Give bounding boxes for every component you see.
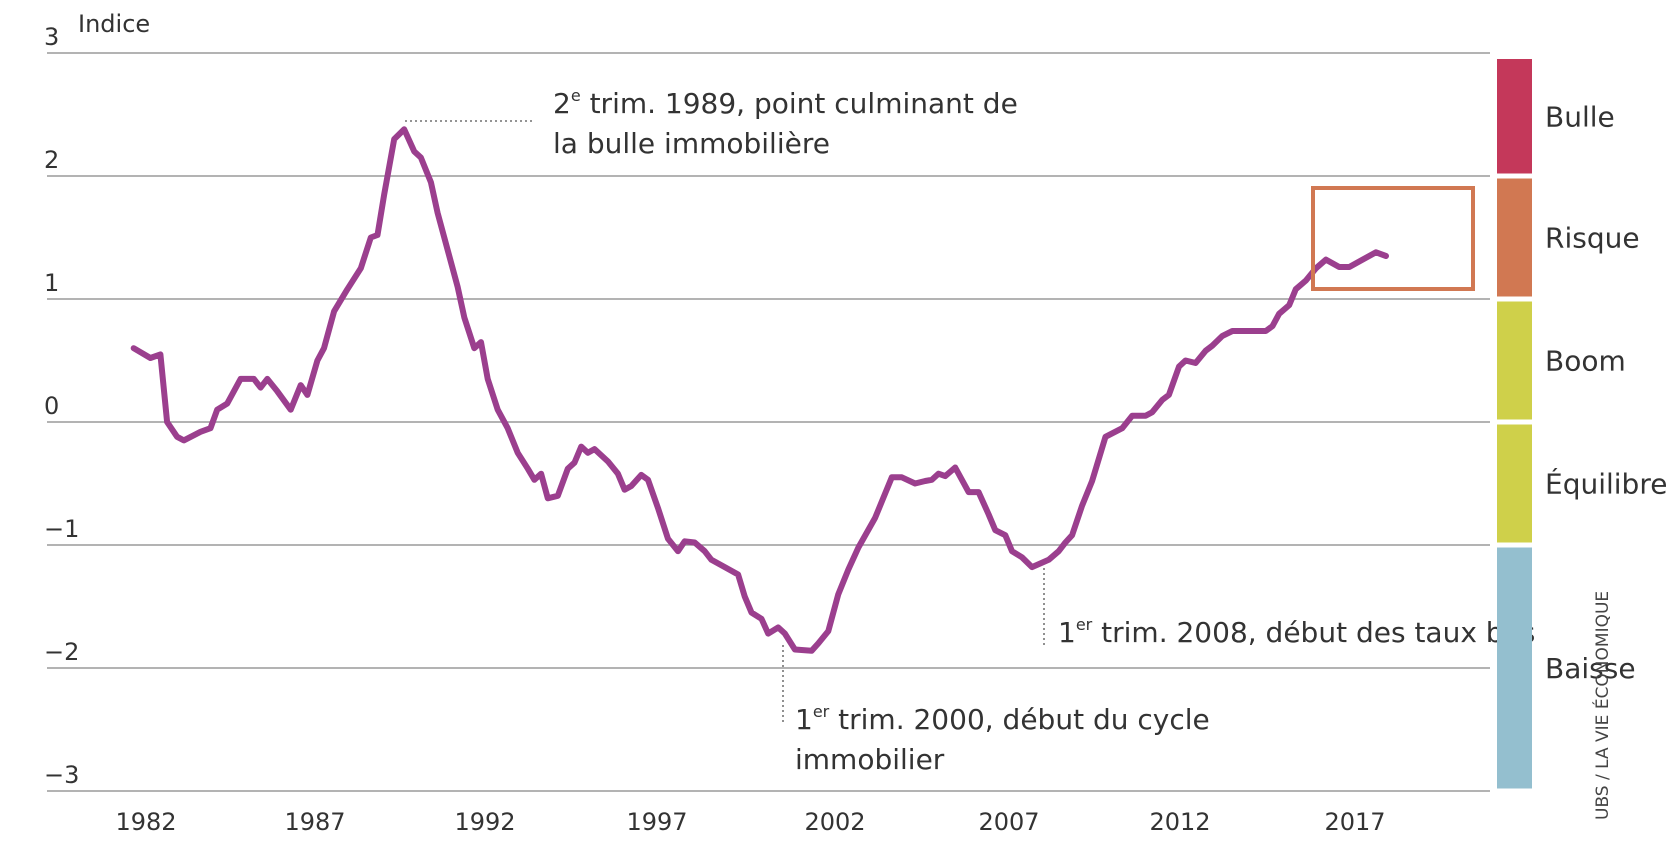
annotation-text: 1er trim. 2008, début des taux bas [1058, 615, 1535, 649]
highlight-box [1311, 186, 1475, 291]
annotations: 2e trim. 1989, point culminant de la bull… [553, 86, 1535, 776]
x-tick-label: 1982 [115, 808, 176, 836]
x-tick-label: 2012 [1149, 808, 1210, 836]
x-tick-label: 2002 [804, 808, 865, 836]
band-label: Boom [1545, 345, 1626, 378]
gridlines [47, 52, 1490, 792]
y-tick-label: −1 [44, 515, 79, 543]
annotation-leaders [405, 120, 1045, 725]
band-label: Équilibre [1545, 467, 1667, 501]
band-label: Risque [1545, 222, 1640, 255]
y-tick-label: −3 [44, 761, 79, 789]
y-tick-label: −2 [44, 638, 79, 666]
source-credit: UBS / LA VIE ÉCONOMIQUE [1591, 591, 1613, 820]
band-equilibre [1497, 424, 1532, 543]
x-tick-labels: 1982 1987 1992 1997 2002 2007 2012 2017 [115, 808, 1385, 836]
y-tick-label: 3 [44, 23, 59, 51]
x-tick-label: 2007 [978, 808, 1039, 836]
phase-bands: Bulle Risque Boom Équilibre Baisse [1497, 59, 1667, 789]
annotation-text: immobilier [795, 743, 945, 776]
index-line [130, 126, 1389, 654]
y-tick-label: 2 [44, 146, 59, 174]
y-tick-labels: 3 2 1 0 −1 −2 −3 [44, 23, 79, 789]
x-tick-label: 1992 [454, 808, 515, 836]
band-boom [1497, 301, 1532, 420]
band-label: Baisse [1545, 652, 1636, 685]
y-tick-label: 0 [44, 392, 59, 420]
annotation-text: 2e trim. 1989, point culminant de [553, 86, 1018, 120]
annotation-text: la bulle immobilière [553, 127, 830, 160]
x-tick-label: 2017 [1324, 808, 1385, 836]
band-risque [1497, 178, 1532, 297]
band-label: Bulle [1545, 100, 1615, 133]
x-tick-label: 1997 [626, 808, 687, 836]
y-tick-label: 1 [44, 269, 59, 297]
band-baisse [1497, 547, 1532, 789]
band-bulle [1497, 59, 1532, 174]
annotation-text: 1er trim. 2000, début du cycle [795, 702, 1210, 736]
y-axis-label: Indice [78, 10, 150, 38]
x-tick-label: 1987 [284, 808, 345, 836]
